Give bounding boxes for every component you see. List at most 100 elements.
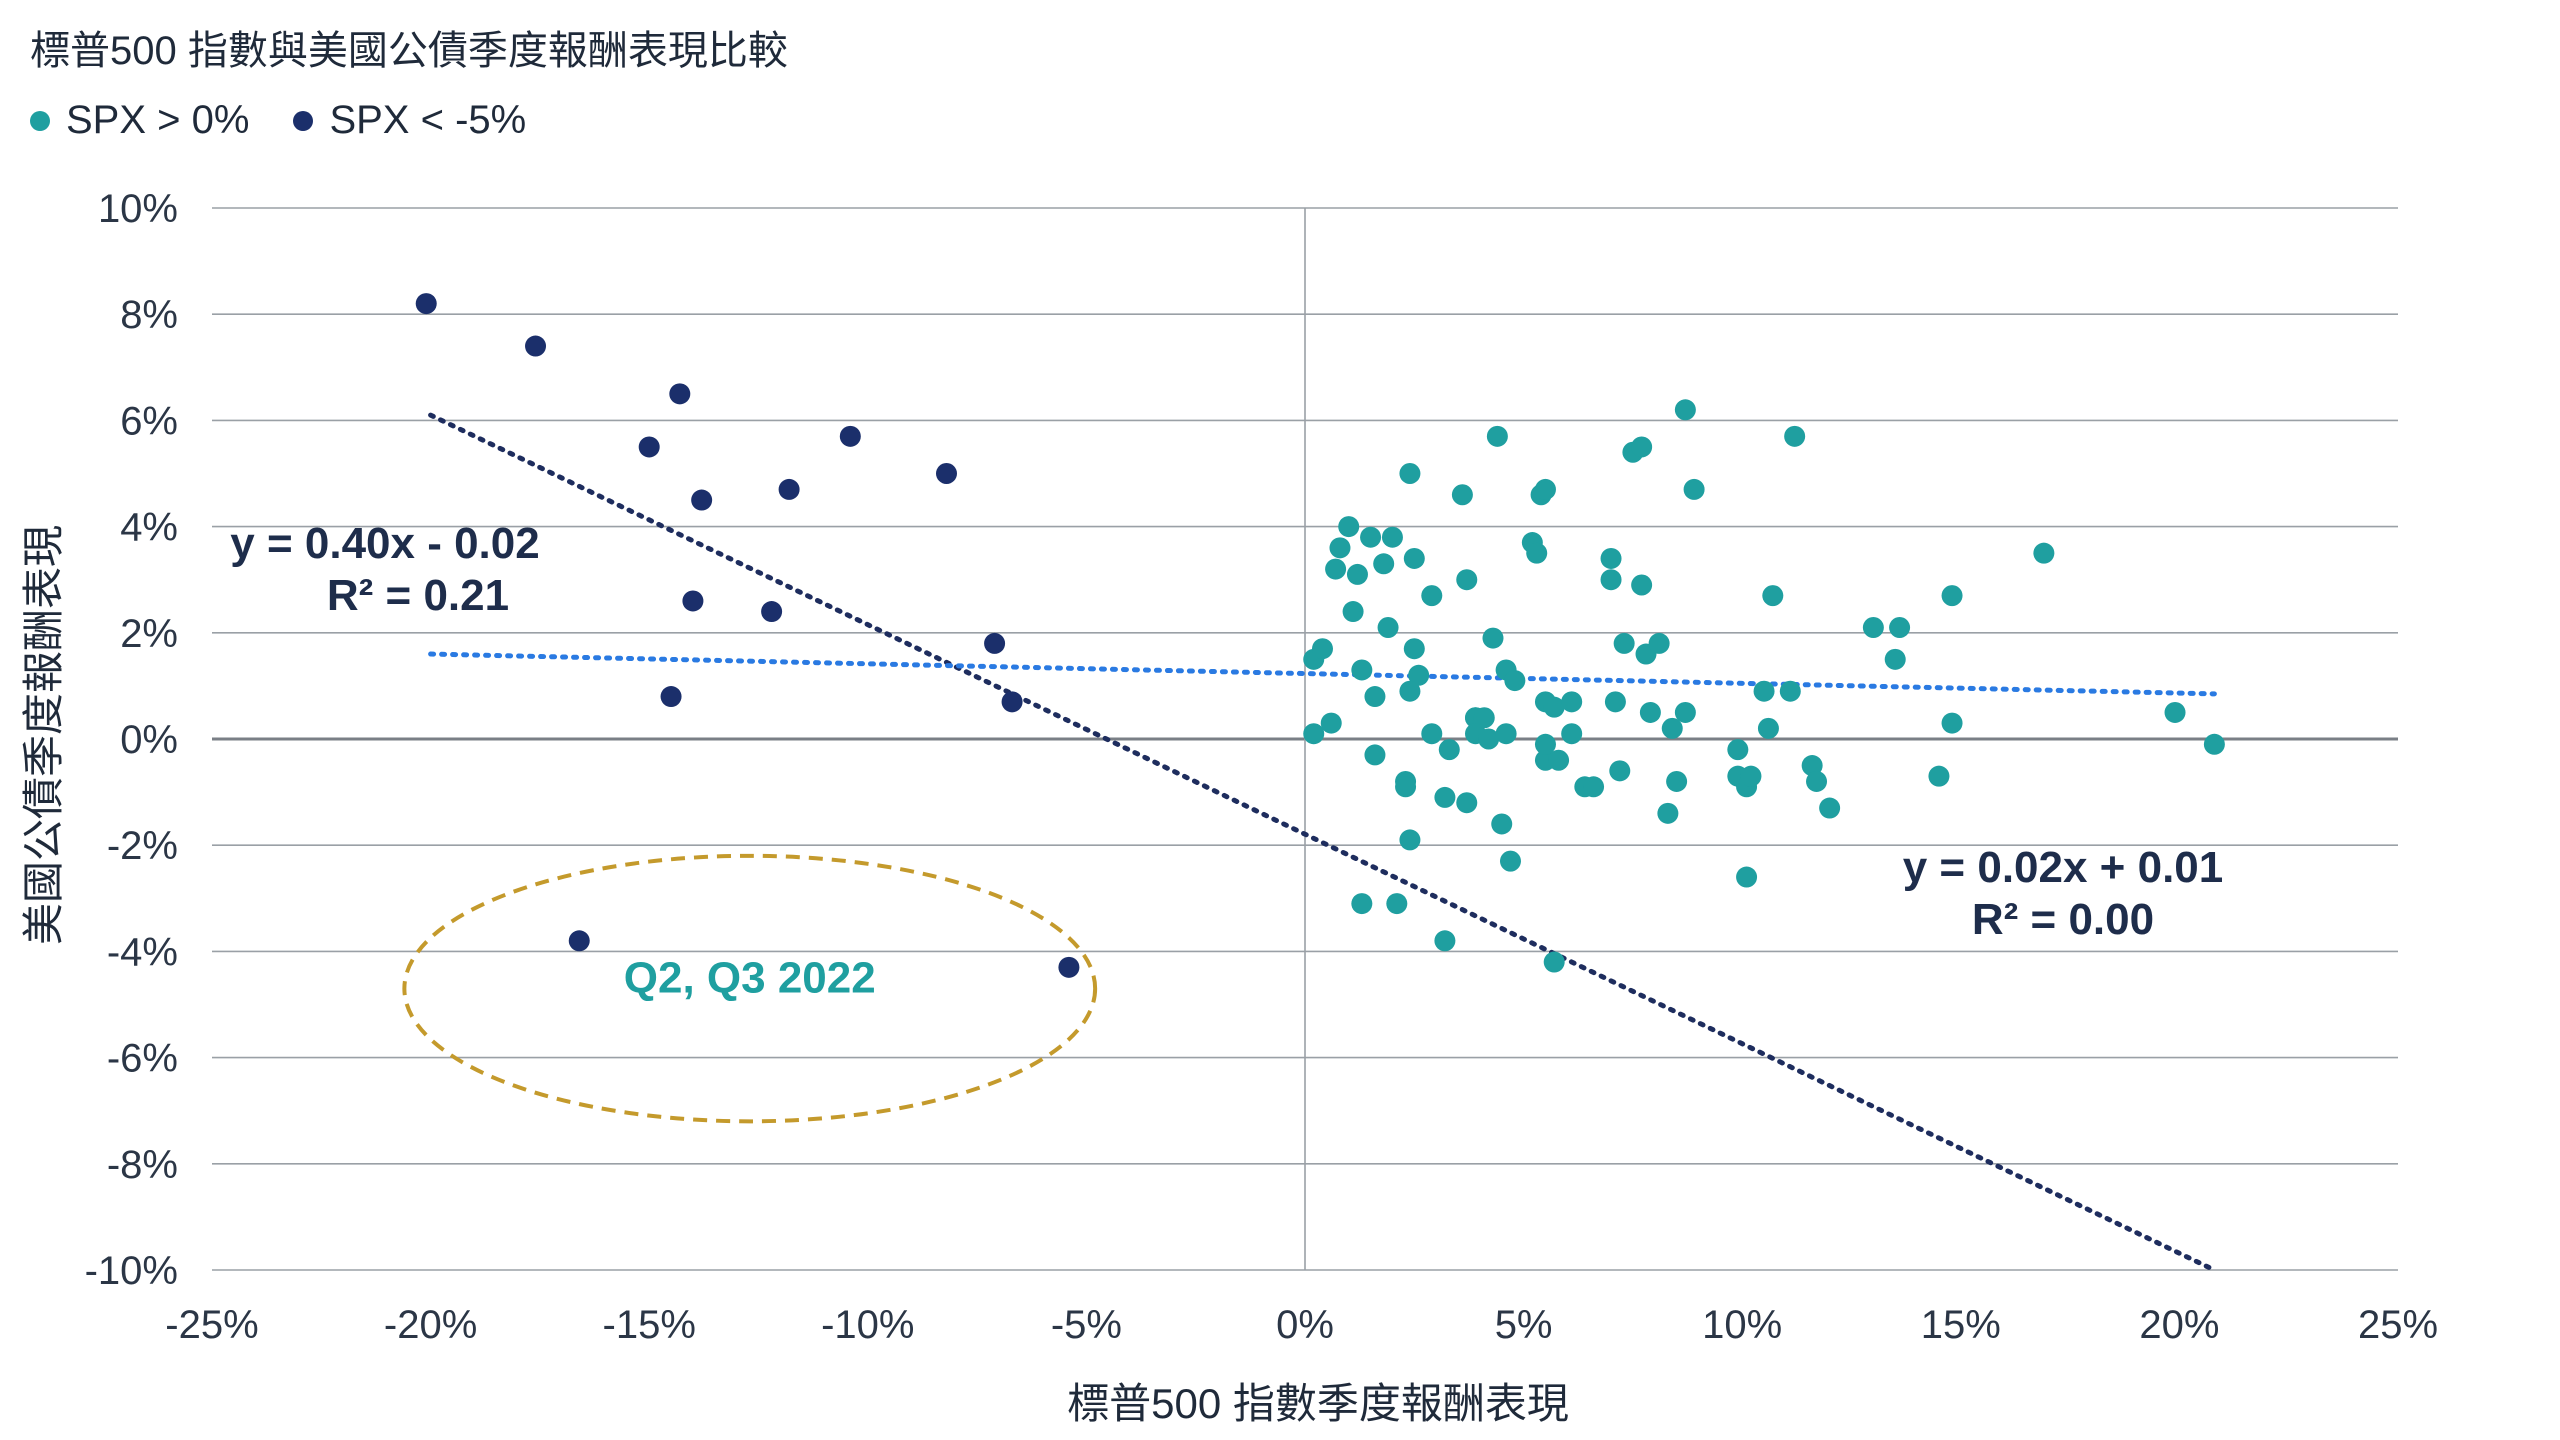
- point-spx-negative: [638, 436, 660, 458]
- point-spx-positive: [1399, 829, 1421, 851]
- point-spx-positive: [1801, 755, 1823, 777]
- point-spx-negative: [761, 601, 783, 623]
- point-spx-negative: [525, 335, 547, 357]
- point-spx-positive: [2033, 542, 2055, 564]
- point-spx-positive: [1600, 547, 1622, 569]
- point-spx-positive: [1657, 802, 1679, 824]
- point-spx-positive: [1364, 686, 1386, 708]
- point-spx-positive: [1819, 797, 1841, 819]
- point-spx-positive: [1504, 670, 1526, 692]
- point-spx-positive: [1360, 526, 1382, 548]
- x-tick-label: 20%: [2139, 1303, 2219, 1347]
- point-spx-positive: [1928, 765, 1950, 787]
- point-spx-negative: [660, 686, 682, 708]
- point-spx-positive: [2203, 733, 2225, 755]
- x-tick-label: 25%: [2358, 1303, 2438, 1347]
- point-spx-positive: [1736, 866, 1758, 888]
- legend-item-spx-negative: SPX < -5%: [293, 98, 526, 143]
- point-spx-positive: [1757, 717, 1779, 739]
- point-spx-positive: [1862, 616, 1884, 638]
- trendlines: [428, 412, 2217, 1273]
- point-spx-positive: [1674, 399, 1696, 421]
- x-tick-labels: -25% -20% -15% -10% -5% 0% 5% 10% 15% 20% 25%: [165, 1303, 2438, 1347]
- x-tick-label: -10%: [821, 1303, 914, 1347]
- point-spx-positive: [1941, 712, 1963, 734]
- trendline-equations: y = 0.40x - 0.02 R² = 0.21 y = 0.02x + 0…: [230, 519, 2223, 944]
- x-tick-label: 15%: [1921, 1303, 2001, 1347]
- trendline-r2-negative: R² = 0.21: [327, 571, 509, 620]
- point-spx-positive: [1683, 478, 1705, 500]
- point-spx-positive: [1534, 478, 1556, 500]
- x-tick-label: -15%: [603, 1303, 696, 1347]
- point-spx-positive: [1438, 739, 1460, 761]
- point-spx-negative: [691, 489, 713, 511]
- point-spx-positive: [1609, 760, 1631, 782]
- point-spx-positive: [1661, 717, 1683, 739]
- point-spx-negative: [778, 478, 800, 500]
- point-spx-positive: [1727, 739, 1749, 761]
- point-spx-positive: [1482, 627, 1504, 649]
- point-spx-positive: [1495, 723, 1517, 745]
- point-spx-positive: [1639, 701, 1661, 723]
- point-spx-positive: [1486, 425, 1508, 447]
- y-tick-label: 6%: [120, 399, 178, 443]
- point-spx-positive: [1311, 638, 1333, 660]
- point-spx-positive: [1784, 425, 1806, 447]
- point-spx-positive: [1434, 786, 1456, 808]
- y-axis-title: 美國公債季度報酬表現: [20, 525, 67, 945]
- point-spx-positive: [1941, 585, 1963, 607]
- point-spx-positive: [1543, 951, 1565, 973]
- y-tick-label: -10%: [85, 1249, 178, 1293]
- point-spx-positive: [1338, 516, 1360, 538]
- point-spx-positive: [1346, 563, 1368, 585]
- trendline-r2-positive: R² = 0.00: [1972, 895, 2154, 944]
- point-spx-positive: [2164, 701, 2186, 723]
- y-tick-label: -8%: [107, 1143, 178, 1187]
- y-tick-label: 8%: [120, 293, 178, 337]
- point-spx-positive: [1613, 632, 1635, 654]
- point-spx-positive: [1342, 601, 1364, 623]
- point-spx-negative: [984, 632, 1006, 654]
- x-tick-label: 10%: [1702, 1303, 1782, 1347]
- point-spx-positive: [1303, 723, 1325, 745]
- point-spx-positive: [1395, 776, 1417, 798]
- y-tick-label: 2%: [120, 612, 178, 656]
- x-tick-label: -25%: [165, 1303, 258, 1347]
- point-spx-positive: [1548, 749, 1570, 771]
- point-spx-positive: [1351, 659, 1373, 681]
- point-spx-negative: [669, 383, 691, 405]
- x-tick-label: 5%: [1495, 1303, 1553, 1347]
- point-spx-positive: [1399, 463, 1421, 484]
- point-spx-positive: [1543, 696, 1565, 718]
- point-spx-positive: [1779, 680, 1801, 702]
- y-tick-labels: 10% 8% 6% 4% 2% 0% -2% -4% -6% -8% -10%: [85, 187, 178, 1293]
- point-spx-positive: [1403, 638, 1425, 660]
- y-tick-label: 0%: [120, 718, 178, 762]
- point-spx-positive: [1600, 569, 1622, 591]
- point-spx-positive: [1456, 792, 1478, 814]
- point-spx-positive: [1648, 632, 1670, 654]
- point-spx-positive: [1377, 616, 1399, 638]
- point-spx-positive: [1351, 893, 1373, 915]
- chart-title: 標普500 指數與美國公債季度報酬表現比較: [30, 29, 788, 73]
- point-spx-positive: [1806, 770, 1828, 792]
- x-tick-label: -20%: [384, 1303, 477, 1347]
- point-spx-positive: [1434, 930, 1456, 952]
- legend-dot-spx-positive: [30, 110, 50, 131]
- legend: SPX > 0% SPX < -5%: [30, 98, 526, 143]
- point-spx-positive: [1408, 664, 1430, 686]
- point-spx-positive: [1364, 744, 1386, 766]
- data-points: [415, 293, 2225, 978]
- point-spx-negative: [839, 425, 861, 447]
- point-spx-positive: [1451, 484, 1473, 506]
- point-spx-negative: [1001, 691, 1023, 713]
- point-spx-positive: [1478, 728, 1500, 750]
- point-spx-positive: [1534, 733, 1556, 755]
- point-spx-positive: [1631, 574, 1653, 596]
- point-spx-negative: [682, 590, 704, 612]
- point-spx-positive: [1762, 585, 1784, 607]
- point-spx-positive: [1325, 558, 1347, 580]
- point-spx-positive: [1583, 776, 1605, 798]
- point-spx-positive: [1740, 765, 1762, 787]
